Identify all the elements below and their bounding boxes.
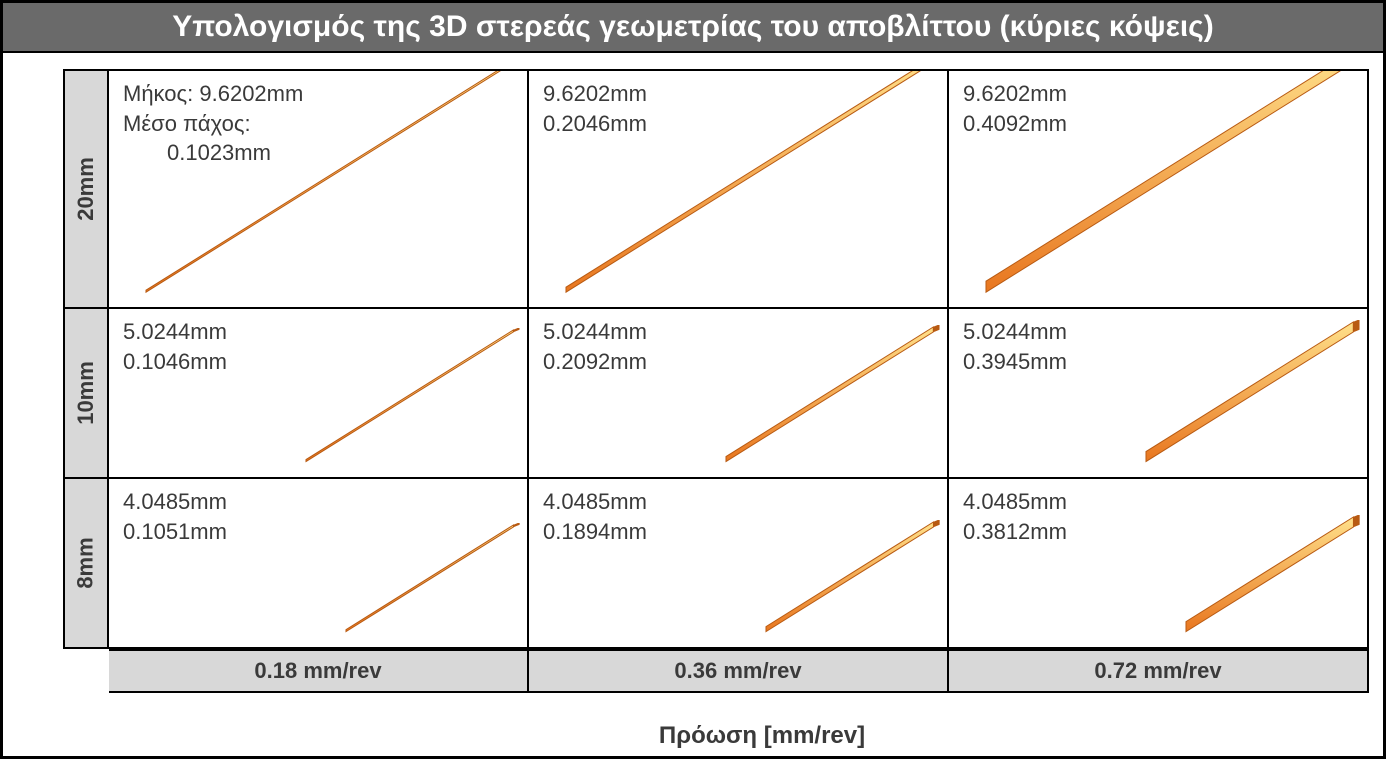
thickness-value: 0.1023mm: [123, 138, 303, 168]
thickness-value: 0.3945mm: [963, 349, 1067, 374]
chip-geometry-icon: [304, 328, 521, 469]
row-header-20mm: 20mm: [63, 69, 109, 309]
length-value: 5.0244mm: [123, 319, 227, 344]
length-value: 9.6202mm: [963, 81, 1067, 106]
thickness-value: 0.1046mm: [123, 349, 227, 374]
thickness-value: 0.3812mm: [963, 519, 1067, 544]
chip-geometry-icon: [724, 325, 941, 469]
thickness-value: 0.2092mm: [543, 349, 647, 374]
col-header-1: 0.36 mm/rev: [529, 649, 949, 693]
row-header-label: 8mm: [73, 537, 99, 588]
cell-r0-c1: 9.6202mm 0.2046mm: [529, 69, 949, 309]
result-grid: 20mm Μήκος: 9.6202mm Μέσο πάχος: 0.1023m…: [63, 69, 1369, 710]
length-value: 5.0244mm: [963, 319, 1067, 344]
cell-values: 4.0485mm 0.3812mm: [963, 487, 1067, 546]
cell-values: 9.6202mm 0.4092mm: [963, 79, 1067, 138]
length-value: 4.0485mm: [123, 489, 227, 514]
chip-geometry-icon: [764, 520, 941, 639]
cell-values: 9.6202mm 0.2046mm: [543, 79, 647, 138]
length-label: Μήκος:: [123, 81, 193, 106]
cell-values: 5.0244mm 0.3945mm: [963, 317, 1067, 376]
thickness-label: Μέσο πάχος:: [123, 111, 251, 136]
cell-values: Μήκος: 9.6202mm Μέσο πάχος: 0.1023mm: [123, 79, 303, 168]
figure-body: Διάμετρος εργαλείου [mm] Πρόωση [mm/rev]…: [3, 55, 1383, 756]
length-value: 9.6202mm: [199, 81, 303, 106]
row-header-label: 20mm: [73, 157, 99, 221]
length-value: 9.6202mm: [543, 81, 647, 106]
thickness-value: 0.4092mm: [963, 111, 1067, 136]
length-value: 4.0485mm: [963, 489, 1067, 514]
col-header-2: 0.72 mm/rev: [949, 649, 1369, 693]
chip-geometry-icon: [344, 523, 521, 639]
cell-r2-c2: 4.0485mm 0.3812mm: [949, 479, 1369, 649]
cell-r1-c2: 5.0244mm 0.3945mm: [949, 309, 1369, 479]
thickness-value: 0.2046mm: [543, 111, 647, 136]
chip-geometry-icon: [1184, 515, 1361, 639]
cell-values: 5.0244mm 0.1046mm: [123, 317, 227, 376]
x-axis-label: Πρόωση [mm/rev]: [659, 722, 865, 750]
cell-r1-c1: 5.0244mm 0.2092mm: [529, 309, 949, 479]
chip-geometry-icon: [1144, 320, 1361, 469]
row-header-label: 10mm: [73, 361, 99, 425]
cell-r1-c0: 5.0244mm 0.1046mm: [109, 309, 529, 479]
length-value: 5.0244mm: [543, 319, 647, 344]
cell-r2-c1: 4.0485mm 0.1894mm: [529, 479, 949, 649]
row-header-10mm: 10mm: [63, 309, 109, 479]
cell-values: 4.0485mm 0.1051mm: [123, 487, 227, 546]
cell-r0-c0: Μήκος: 9.6202mm Μέσο πάχος: 0.1023mm: [109, 69, 529, 309]
cell-r2-c0: 4.0485mm 0.1051mm: [109, 479, 529, 649]
grid-corner-blank: [63, 649, 109, 693]
thickness-value: 0.1051mm: [123, 519, 227, 544]
row-header-8mm: 8mm: [63, 479, 109, 649]
figure-container: Υπολογισμός της 3D στερεάς γεωμετρίας το…: [0, 0, 1386, 759]
col-header-0: 0.18 mm/rev: [109, 649, 529, 693]
length-value: 4.0485mm: [543, 489, 647, 514]
cell-values: 4.0485mm 0.1894mm: [543, 487, 647, 546]
figure-title: Υπολογισμός της 3D στερεάς γεωμετρίας το…: [3, 3, 1383, 53]
cell-r0-c2: 9.6202mm 0.4092mm: [949, 69, 1369, 309]
cell-values: 5.0244mm 0.2092mm: [543, 317, 647, 376]
thickness-value: 0.1894mm: [543, 519, 647, 544]
